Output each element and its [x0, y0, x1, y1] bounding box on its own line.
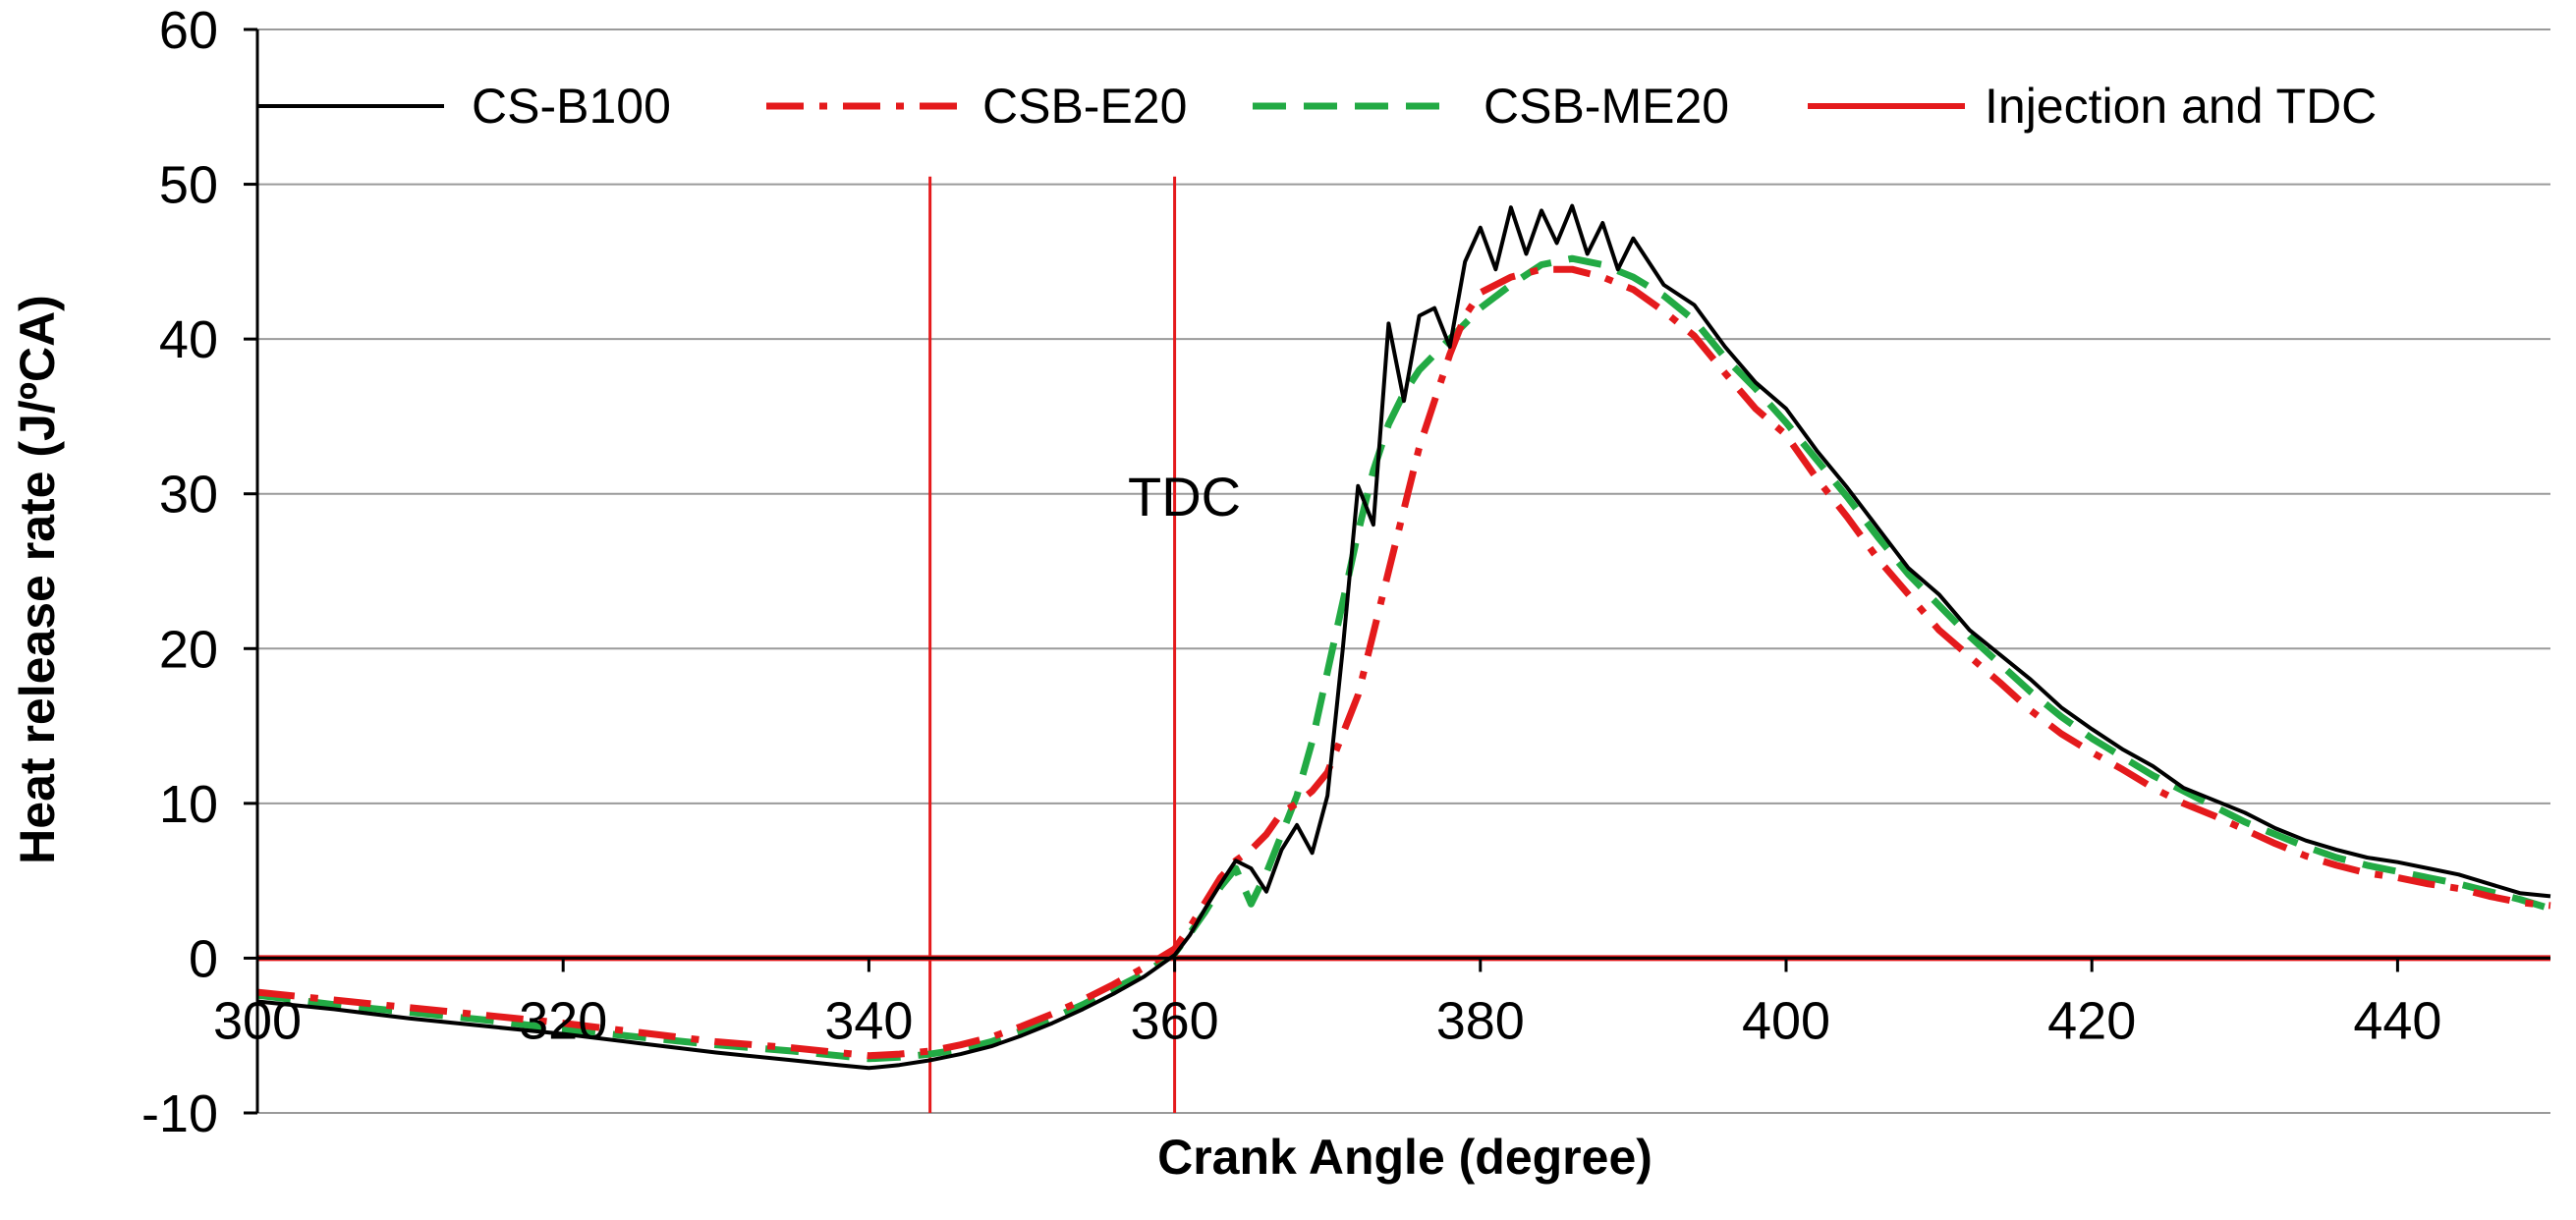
y-tick-label: 0	[189, 929, 218, 988]
legend-label: Injection and TDC	[1985, 79, 2377, 134]
y-tick-label: 10	[159, 775, 218, 834]
tdc-annotation: TDC	[1128, 466, 1241, 527]
y-axis-title: Heat release rate (J/ºCA)	[10, 295, 65, 864]
y-tick-label: 30	[159, 466, 218, 525]
grid-lines	[257, 28, 2550, 1114]
series-line-csb-me20	[256, 254, 2552, 1063]
x-tick-label: 440	[2353, 991, 2441, 1050]
x-axis-title: Crank Angle (degree)	[1157, 1130, 1652, 1185]
tick-labels: -10 0 10 20 30 40 50 60 300 320 340 360 380 400 420 440	[141, 1, 2442, 1143]
series-line-cs-b100	[256, 203, 2551, 1071]
y-tick-label: 40	[159, 310, 218, 369]
x-tick-label: 340	[824, 991, 913, 1050]
legend-label: CSB-ME20	[1484, 79, 1729, 134]
x-tick-label: 420	[2047, 991, 2136, 1050]
legend: CS-B100 CSB-E20 CSB-ME20 Injection and TDC	[257, 79, 2377, 134]
y-tick-label: -10	[141, 1084, 218, 1143]
x-tick-label: 380	[1436, 991, 1525, 1050]
x-tick-label: 400	[1742, 991, 1830, 1050]
series-line-csb-e20	[256, 265, 2551, 1060]
x-tick-label: 320	[519, 991, 607, 1050]
axes	[244, 28, 2550, 1115]
legend-label: CS-B100	[472, 79, 671, 134]
y-tick-label: 50	[159, 156, 218, 215]
y-tick-label: 60	[159, 1, 218, 60]
y-tick-label: 20	[159, 620, 218, 679]
x-tick-label: 360	[1131, 991, 1219, 1050]
x-tick-label: 300	[213, 991, 302, 1050]
series-lines	[256, 203, 2552, 1071]
legend-label: CSB-E20	[982, 79, 1187, 134]
